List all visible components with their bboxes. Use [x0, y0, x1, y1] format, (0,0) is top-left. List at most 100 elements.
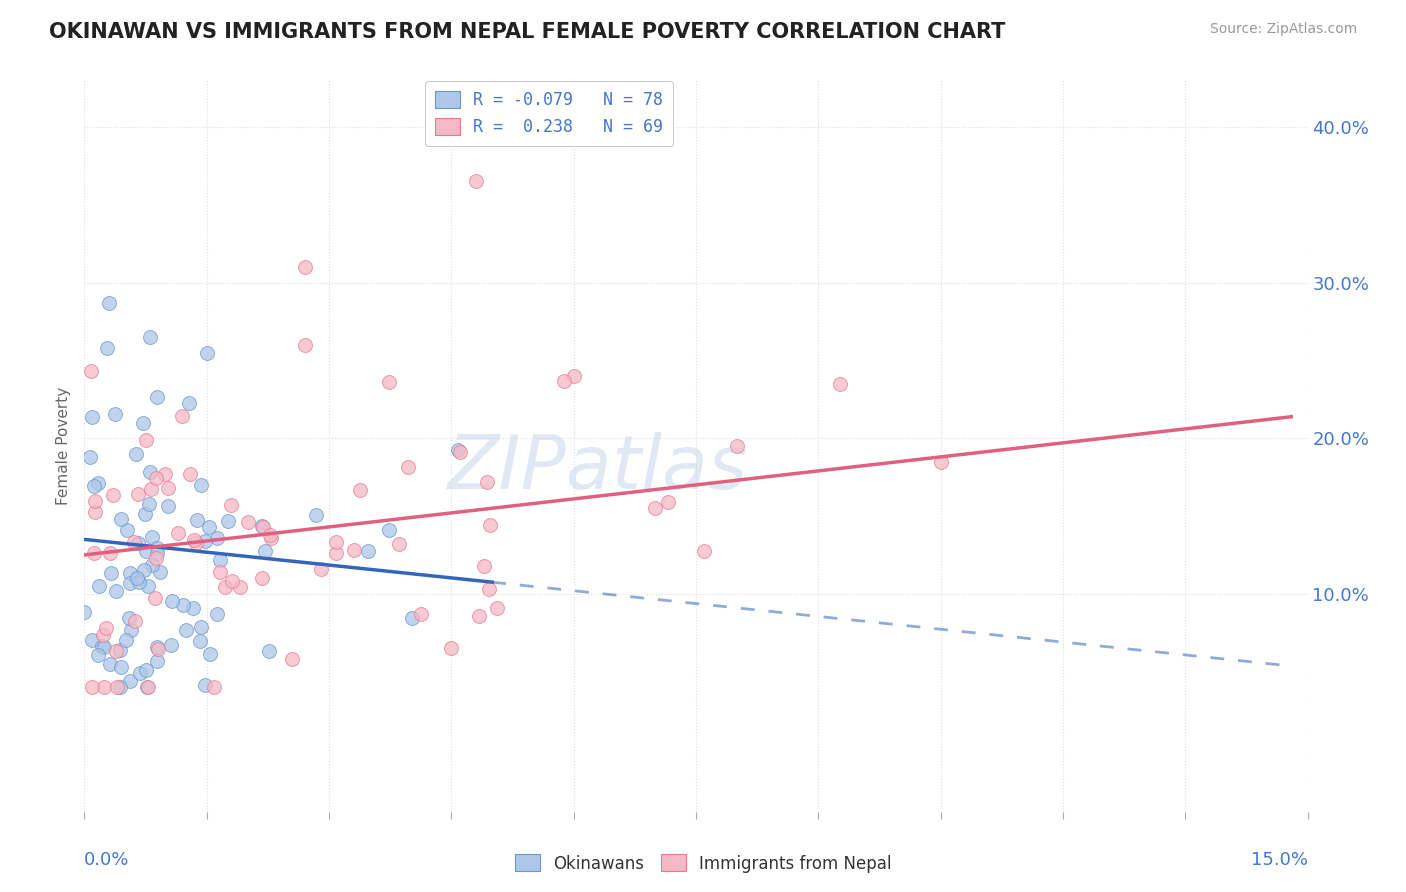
- Point: [139, 482, 162, 496]
- Point: [693, 543, 716, 558]
- Point: [118, 673, 141, 688]
- Point: [305, 508, 328, 523]
- Point: [250, 571, 273, 585]
- Point: [145, 471, 167, 485]
- Point: [134, 563, 156, 577]
- Point: [179, 467, 201, 482]
- Point: [562, 368, 585, 383]
- Point: [134, 507, 156, 521]
- Point: [219, 498, 242, 512]
- Point: [472, 558, 495, 573]
- Point: [128, 574, 150, 589]
- Point: [378, 375, 401, 389]
- Point: [146, 641, 169, 656]
- Point: [122, 535, 145, 549]
- Point: [252, 519, 274, 533]
- Point: [93, 680, 115, 694]
- Legend: R = -0.079   N = 78, R =  0.238   N = 69: R = -0.079 N = 78, R = 0.238 N = 69: [425, 81, 673, 146]
- Point: [174, 623, 197, 637]
- Point: [100, 566, 122, 581]
- Point: [87, 648, 110, 663]
- Point: [357, 544, 380, 558]
- Point: [91, 628, 114, 642]
- Point: [259, 527, 281, 541]
- Point: [378, 523, 401, 537]
- Point: [401, 611, 423, 625]
- Point: [141, 558, 163, 572]
- Point: [205, 607, 228, 622]
- Point: [136, 579, 159, 593]
- Point: [257, 644, 280, 658]
- Point: [146, 391, 169, 405]
- Point: [145, 551, 167, 566]
- Point: [929, 454, 952, 468]
- Point: [80, 364, 103, 378]
- Text: OKINAWAN VS IMMIGRANTS FROM NEPAL FEMALE POVERTY CORRELATION CHART: OKINAWAN VS IMMIGRANTS FROM NEPAL FEMALE…: [49, 22, 1005, 42]
- Point: [221, 574, 243, 588]
- Point: [209, 553, 232, 567]
- Point: [149, 565, 172, 579]
- Point: [135, 680, 157, 694]
- Point: [184, 536, 207, 550]
- Point: [197, 520, 219, 534]
- Point: [181, 601, 204, 615]
- Point: [478, 582, 501, 597]
- Point: [160, 639, 183, 653]
- Point: [141, 530, 163, 544]
- Point: [325, 546, 347, 560]
- Point: [83, 479, 105, 493]
- Legend: Okinawans, Immigrants from Nepal: Okinawans, Immigrants from Nepal: [508, 847, 898, 880]
- Point: [97, 295, 120, 310]
- Text: Source: ZipAtlas.com: Source: ZipAtlas.com: [1209, 22, 1357, 37]
- Point: [146, 541, 169, 555]
- Point: [96, 341, 118, 355]
- Point: [156, 481, 179, 495]
- Point: [110, 512, 132, 526]
- Point: [98, 546, 121, 560]
- Point: [115, 524, 138, 538]
- Point: [87, 475, 110, 490]
- Point: [146, 640, 169, 654]
- Point: [118, 566, 141, 581]
- Point: [553, 374, 575, 388]
- Point: [485, 601, 508, 615]
- Point: [447, 443, 470, 458]
- Point: [84, 505, 107, 519]
- Point: [464, 174, 486, 188]
- Point: [409, 607, 432, 621]
- Point: [108, 642, 131, 657]
- Y-axis label: Female Poverty: Female Poverty: [56, 387, 72, 505]
- Point: [253, 543, 276, 558]
- Point: [118, 576, 141, 591]
- Point: [294, 260, 316, 274]
- Point: [80, 633, 103, 648]
- Point: [388, 537, 411, 551]
- Point: [186, 513, 208, 527]
- Point: [198, 647, 221, 661]
- Point: [478, 518, 501, 533]
- Point: [252, 519, 274, 533]
- Point: [145, 591, 167, 605]
- Text: 15.0%: 15.0%: [1250, 851, 1308, 869]
- Point: [205, 531, 228, 545]
- Point: [644, 501, 666, 516]
- Point: [98, 657, 121, 671]
- Point: [125, 571, 148, 585]
- Point: [172, 598, 194, 612]
- Point: [139, 465, 162, 479]
- Point: [229, 580, 252, 594]
- Point: [260, 532, 283, 546]
- Point: [194, 533, 217, 548]
- Text: ZIPatlas: ZIPatlas: [449, 432, 748, 504]
- Point: [120, 623, 142, 637]
- Point: [309, 562, 332, 576]
- Point: [87, 579, 110, 593]
- Point: [82, 680, 104, 694]
- Point: [118, 611, 141, 625]
- Point: [127, 487, 149, 501]
- Point: [179, 396, 201, 410]
- Point: [114, 632, 136, 647]
- Point: [343, 543, 366, 558]
- Point: [135, 663, 157, 677]
- Point: [214, 580, 236, 594]
